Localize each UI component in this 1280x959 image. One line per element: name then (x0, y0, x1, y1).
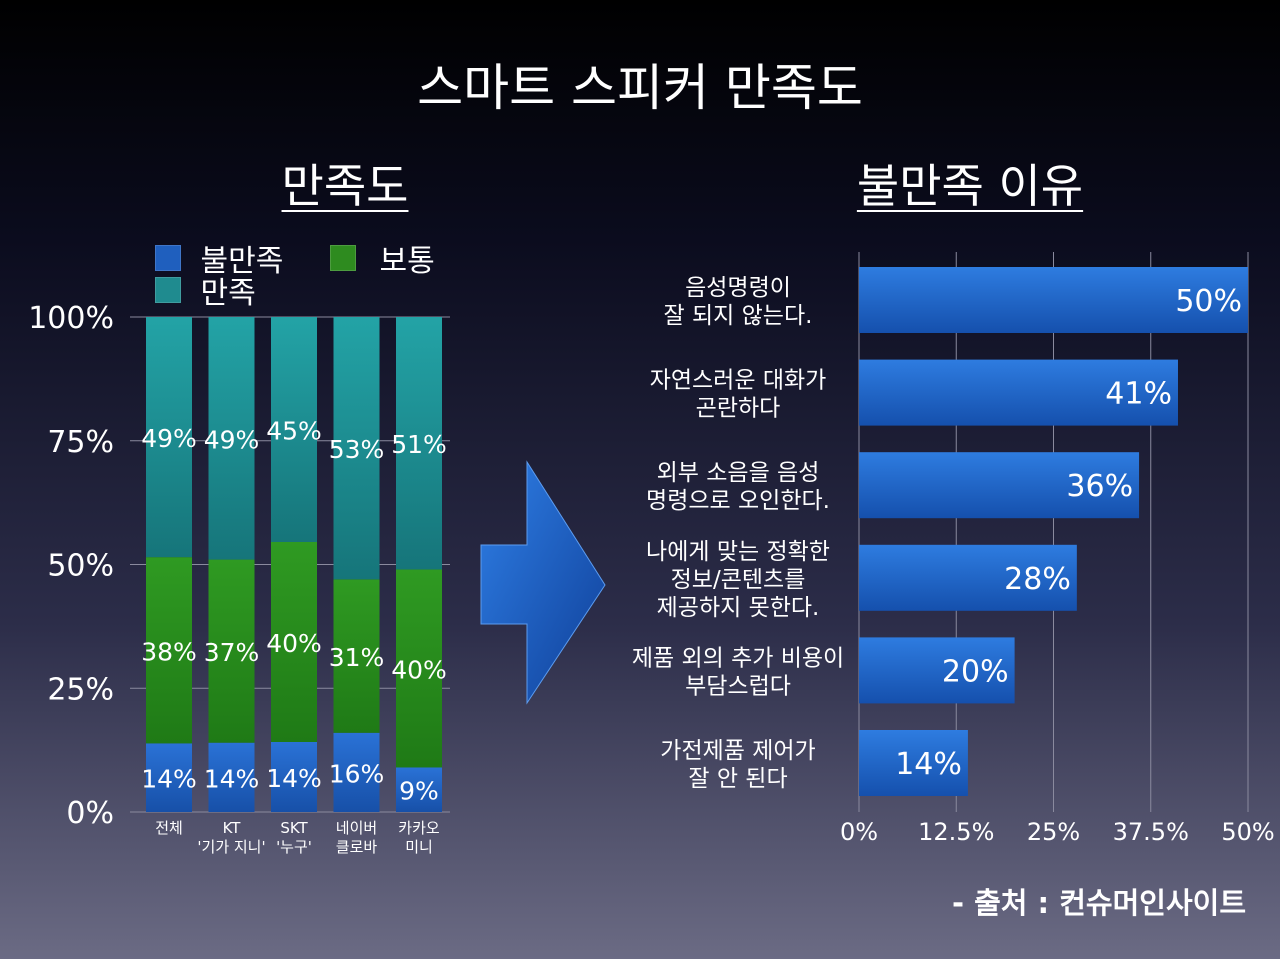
x-tick-label: 25% (1027, 818, 1080, 846)
y-tick-label: 0% (66, 796, 114, 831)
data-label: 37% (204, 638, 260, 667)
arrow-right-icon (480, 460, 606, 705)
data-label: 14% (266, 764, 322, 793)
data-label: 50% (1175, 284, 1242, 319)
data-label: 40% (266, 629, 322, 658)
source-note: - 출처 : 컨슈머인사이트 (951, 886, 1246, 920)
segment-normal (271, 542, 317, 742)
data-label: 9% (399, 777, 439, 806)
legend-item-normal: 보통 (330, 236, 435, 280)
x-tick-label: 50% (1221, 818, 1274, 846)
category-label: 제공하지 못한다. (657, 595, 820, 621)
data-label: 31% (329, 643, 385, 672)
left-chart-title: 만족도 (281, 159, 409, 213)
x-tick-label: 네이버 (336, 819, 377, 837)
segment-satisfied (146, 317, 192, 558)
x-tick-label: 37.5% (1113, 818, 1189, 846)
x-tick-label: 카카오 (398, 819, 440, 837)
bar (859, 452, 1140, 519)
data-label: 38% (141, 637, 197, 666)
y-tick-label: 75% (47, 425, 114, 460)
x-tick-label: 클로바 (336, 838, 378, 856)
slide-title: 스마트 스피커 만족도 (417, 59, 863, 117)
segment-dissatisfied (271, 742, 317, 812)
category-label: 잘 되지 않는다. (664, 303, 813, 329)
data-label: 28% (1004, 562, 1071, 597)
data-label: 51% (391, 430, 447, 459)
category-label: 자연스러운 대화가 (650, 368, 827, 394)
category-label: 곤란하다 (696, 396, 781, 422)
legend-label: 보통 (379, 244, 435, 279)
x-tick-label: 0% (840, 818, 878, 846)
x-tick-label: 미니 (405, 838, 433, 856)
data-label: 49% (141, 424, 197, 453)
data-label: 36% (1066, 469, 1133, 504)
category-label: 제품 외의 추가 비용이 (632, 645, 844, 671)
segment-dissatisfied (396, 767, 442, 812)
x-tick-label: 전체 (155, 819, 183, 837)
x-tick-label: '기가 지니' (197, 838, 265, 856)
segment-satisfied (333, 317, 380, 580)
x-tick-label: '누구' (276, 838, 312, 856)
data-label: 14% (141, 765, 197, 794)
segment-normal (208, 559, 255, 743)
legend-swatch-satisfied (155, 277, 181, 303)
legend-label: 불만족 (200, 244, 284, 279)
legend-item-dissatisfied: 불만족 (155, 236, 283, 280)
category-label: 가전제품 제어가 (660, 738, 815, 764)
segment-satisfied (396, 317, 442, 570)
right-chart-title: 불만족 이유 (856, 159, 1084, 213)
data-label: 14% (895, 747, 962, 782)
legend-swatch-normal (330, 245, 356, 271)
y-tick-label: 100% (28, 301, 114, 336)
category-label: 정보/콘텐츠를 (671, 567, 806, 593)
category-label: 명령으로 오인한다. (646, 488, 830, 514)
data-label: 45% (266, 417, 322, 446)
category-label: 나에게 맞는 정확한 (646, 539, 830, 565)
category-label: 외부 소음을 음성 (657, 460, 820, 486)
y-tick-label: 50% (47, 549, 114, 584)
bar (859, 359, 1178, 426)
data-label: 40% (391, 655, 447, 684)
bar (859, 730, 968, 796)
segment-normal (146, 557, 192, 744)
data-label: 20% (942, 654, 1009, 689)
category-label: 부담스럽다 (685, 673, 791, 699)
data-label: 14% (204, 764, 260, 793)
bar (859, 544, 1077, 611)
segment-normal (396, 569, 442, 768)
segment-dissatisfied (333, 732, 380, 812)
data-label: 41% (1105, 377, 1172, 412)
x-tick-label: KT (223, 819, 242, 837)
data-label: 16% (329, 759, 385, 788)
legend-swatch-dissatisfied (155, 245, 181, 271)
legend-label: 만족 (200, 276, 256, 311)
data-label: 49% (204, 425, 260, 454)
segment-dissatisfied (146, 743, 192, 812)
x-tick-label: SKT (280, 819, 308, 837)
y-tick-label: 25% (47, 672, 114, 707)
legend-item-satisfied: 만족 (155, 268, 256, 312)
segment-dissatisfied (208, 742, 255, 812)
category-label: 잘 안 된다 (688, 766, 787, 792)
category-label: 음성명령이 (685, 275, 791, 301)
segment-satisfied (271, 317, 317, 542)
stacked-bar-chart: 0% 25% 50% 75% 100% 14% 38% 49% 전체 14% 37% 49% KT'기가… (28, 301, 450, 856)
bar (859, 267, 1248, 333)
x-tick-label: 12.5% (918, 818, 994, 846)
segment-satisfied (208, 317, 255, 560)
data-label: 53% (329, 435, 385, 464)
segment-normal (333, 579, 380, 733)
bar (859, 637, 1015, 704)
